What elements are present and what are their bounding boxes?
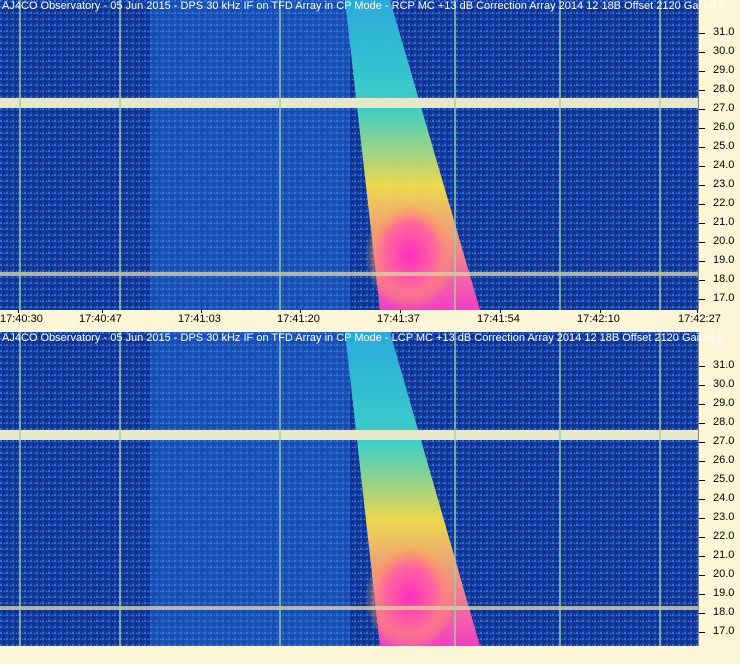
ytick: [699, 575, 705, 576]
ytick: [699, 480, 705, 481]
lcp-spectrogram: [0, 332, 698, 646]
ytick-label: 24.0: [713, 159, 735, 171]
ytick: [699, 423, 705, 424]
ytick: [699, 594, 705, 595]
ytick-label: 20.0: [713, 235, 735, 247]
ytick-label: 21.0: [713, 549, 735, 561]
ytick: [699, 499, 705, 500]
time-label: 17:41:37: [377, 313, 420, 325]
ytick: [699, 242, 705, 243]
ytick: [699, 71, 705, 72]
ytick-label: 23.0: [713, 511, 735, 523]
time-label: 17:42:27: [678, 313, 721, 325]
ytick: [699, 537, 705, 538]
panel-separator: [0, 328, 740, 332]
ytick: [699, 147, 705, 148]
time-axis: 17:40:30 17:40:47 17:41:03 17:41:20 17:4…: [0, 310, 740, 328]
ytick: [699, 556, 705, 557]
time-tick: [400, 310, 401, 313]
time-label: 17:40:47: [79, 313, 122, 325]
ytick-label: 29.0: [713, 64, 735, 76]
ytick: [699, 280, 705, 281]
ytick-label: 27.0: [713, 435, 735, 447]
ytick: [699, 33, 705, 34]
ytick-label: 20.0: [713, 568, 735, 580]
time-tick: [697, 310, 698, 313]
rcp-frequency-axis: 31.0 30.0 29.0 28.0 27.0 26.0 25.0 24.0 …: [698, 0, 740, 310]
ytick: [699, 404, 705, 405]
ytick: [699, 518, 705, 519]
ytick: [699, 185, 705, 186]
ytick-label: 25.0: [713, 473, 735, 485]
ytick-label: 29.0: [713, 397, 735, 409]
ytick: [699, 385, 705, 386]
lcp-title: AJ4CO Observatory - 05 Jun 2015 - DPS 30…: [2, 332, 724, 344]
ytick-label: 17.0: [713, 292, 735, 304]
time-tick: [201, 310, 202, 313]
rcp-panel: AJ4CO Observatory - 05 Jun 2015 - DPS 30…: [0, 0, 740, 310]
ytick-label: 23.0: [713, 178, 735, 190]
ytick: [699, 299, 705, 300]
ytick: [699, 128, 705, 129]
ytick: [699, 52, 705, 53]
time-label: 17:41:54: [477, 313, 520, 325]
ytick-label: 27.0: [713, 102, 735, 114]
ytick-label: 31.0: [713, 26, 735, 38]
ytick-label: 22.0: [713, 197, 735, 209]
time-tick: [300, 310, 301, 313]
ytick: [699, 613, 705, 614]
time-tick: [18, 310, 19, 313]
ytick-label: 31.0: [713, 359, 735, 371]
ytick-label: 18.0: [713, 606, 735, 618]
time-tick: [600, 310, 601, 313]
ytick: [699, 261, 705, 262]
ytick-label: 21.0: [713, 216, 735, 228]
ytick: [699, 442, 705, 443]
ytick-label: 26.0: [713, 454, 735, 466]
ytick-label: 19.0: [713, 587, 735, 599]
ytick-label: 28.0: [713, 416, 735, 428]
ytick-label: 19.0: [713, 254, 735, 266]
ytick: [699, 109, 705, 110]
rcp-title: AJ4CO Observatory - 05 Jun 2015 - DPS 30…: [2, 0, 726, 12]
ytick: [699, 90, 705, 91]
ytick: [699, 166, 705, 167]
time-label: 17:40:30: [0, 313, 43, 325]
ytick: [699, 204, 705, 205]
time-tick: [102, 310, 103, 313]
ytick: [699, 366, 705, 367]
rcp-spectrogram: [0, 0, 698, 310]
ytick-label: 30.0: [713, 378, 735, 390]
bottom-status-strip: [0, 646, 740, 664]
time-tick: [500, 310, 501, 313]
ytick: [699, 461, 705, 462]
time-label: 17:41:03: [178, 313, 221, 325]
lcp-frequency-axis: 31.0 30.0 29.0 28.0 27.0 26.0 25.0 24.0 …: [698, 332, 740, 646]
ytick-label: 22.0: [713, 530, 735, 542]
ytick: [699, 632, 705, 633]
ytick-label: 24.0: [713, 492, 735, 504]
ytick-label: 17.0: [713, 625, 735, 637]
ytick-label: 30.0: [713, 45, 735, 57]
ytick-label: 18.0: [713, 273, 735, 285]
time-label: 17:41:20: [277, 313, 320, 325]
lcp-panel: AJ4CO Observatory - 05 Jun 2015 - DPS 30…: [0, 332, 740, 646]
ytick-label: 28.0: [713, 83, 735, 95]
ytick: [699, 223, 705, 224]
ytick-label: 25.0: [713, 140, 735, 152]
ytick-label: 26.0: [713, 121, 735, 133]
time-label: 17:42:10: [577, 313, 620, 325]
